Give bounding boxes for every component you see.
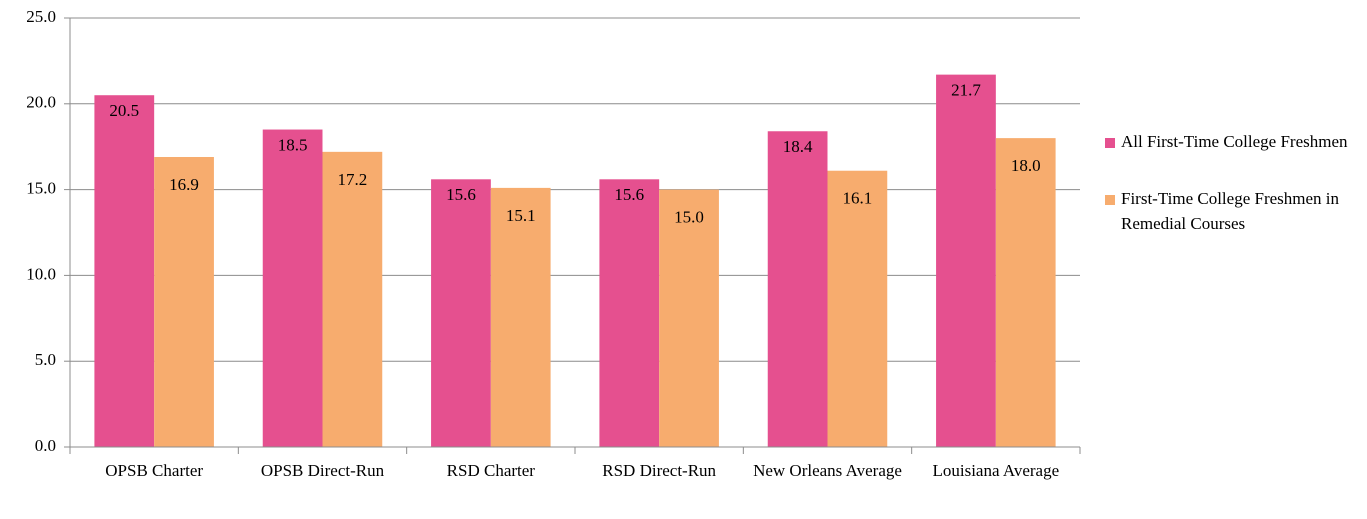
x-tick-label: Louisiana Average — [932, 461, 1059, 480]
data-label: 16.9 — [169, 175, 199, 194]
data-label: 18.5 — [278, 135, 308, 154]
bar — [262, 129, 323, 448]
data-label: 15.1 — [506, 206, 536, 225]
bar — [94, 95, 155, 447]
bar — [490, 187, 551, 447]
data-label: 18.4 — [783, 137, 813, 156]
x-tick-label: OPSB Charter — [105, 461, 203, 480]
data-label: 15.6 — [614, 185, 644, 204]
data-label: 15.6 — [446, 185, 476, 204]
bar — [827, 170, 888, 447]
legend-swatch — [1105, 195, 1115, 205]
bar — [995, 138, 1056, 447]
bar — [154, 156, 214, 447]
x-tick-label: RSD Charter — [447, 461, 536, 480]
bar — [936, 74, 996, 448]
y-tick-label: 5.0 — [35, 350, 56, 369]
y-tick-label: 15.0 — [26, 179, 56, 198]
legend-label: First-Time College Freshmen in Remedial C… — [1121, 189, 1340, 233]
bar — [599, 179, 660, 447]
x-tick-label: RSD Direct-Run — [602, 461, 716, 480]
data-label: 15.0 — [674, 208, 704, 227]
y-tick-label: 25.0 — [26, 7, 56, 26]
bar — [659, 189, 719, 447]
bar — [767, 131, 828, 448]
y-tick-label: 20.0 — [26, 93, 56, 112]
legend-swatch — [1105, 138, 1115, 148]
data-label: 17.2 — [338, 170, 368, 189]
data-label: 20.5 — [109, 101, 139, 120]
bar — [322, 151, 383, 447]
y-tick-label: 0.0 — [35, 436, 56, 455]
x-tick-label: New Orleans Average — [753, 461, 902, 480]
y-tick-label: 10.0 — [26, 264, 56, 283]
data-label: 16.1 — [843, 189, 873, 208]
data-label: 18.0 — [1011, 156, 1041, 175]
legend-label: All First-Time College Freshmen — [1121, 132, 1348, 151]
data-label: 21.7 — [951, 81, 981, 100]
bar — [431, 179, 491, 447]
x-tick-label: OPSB Direct-Run — [261, 461, 385, 480]
